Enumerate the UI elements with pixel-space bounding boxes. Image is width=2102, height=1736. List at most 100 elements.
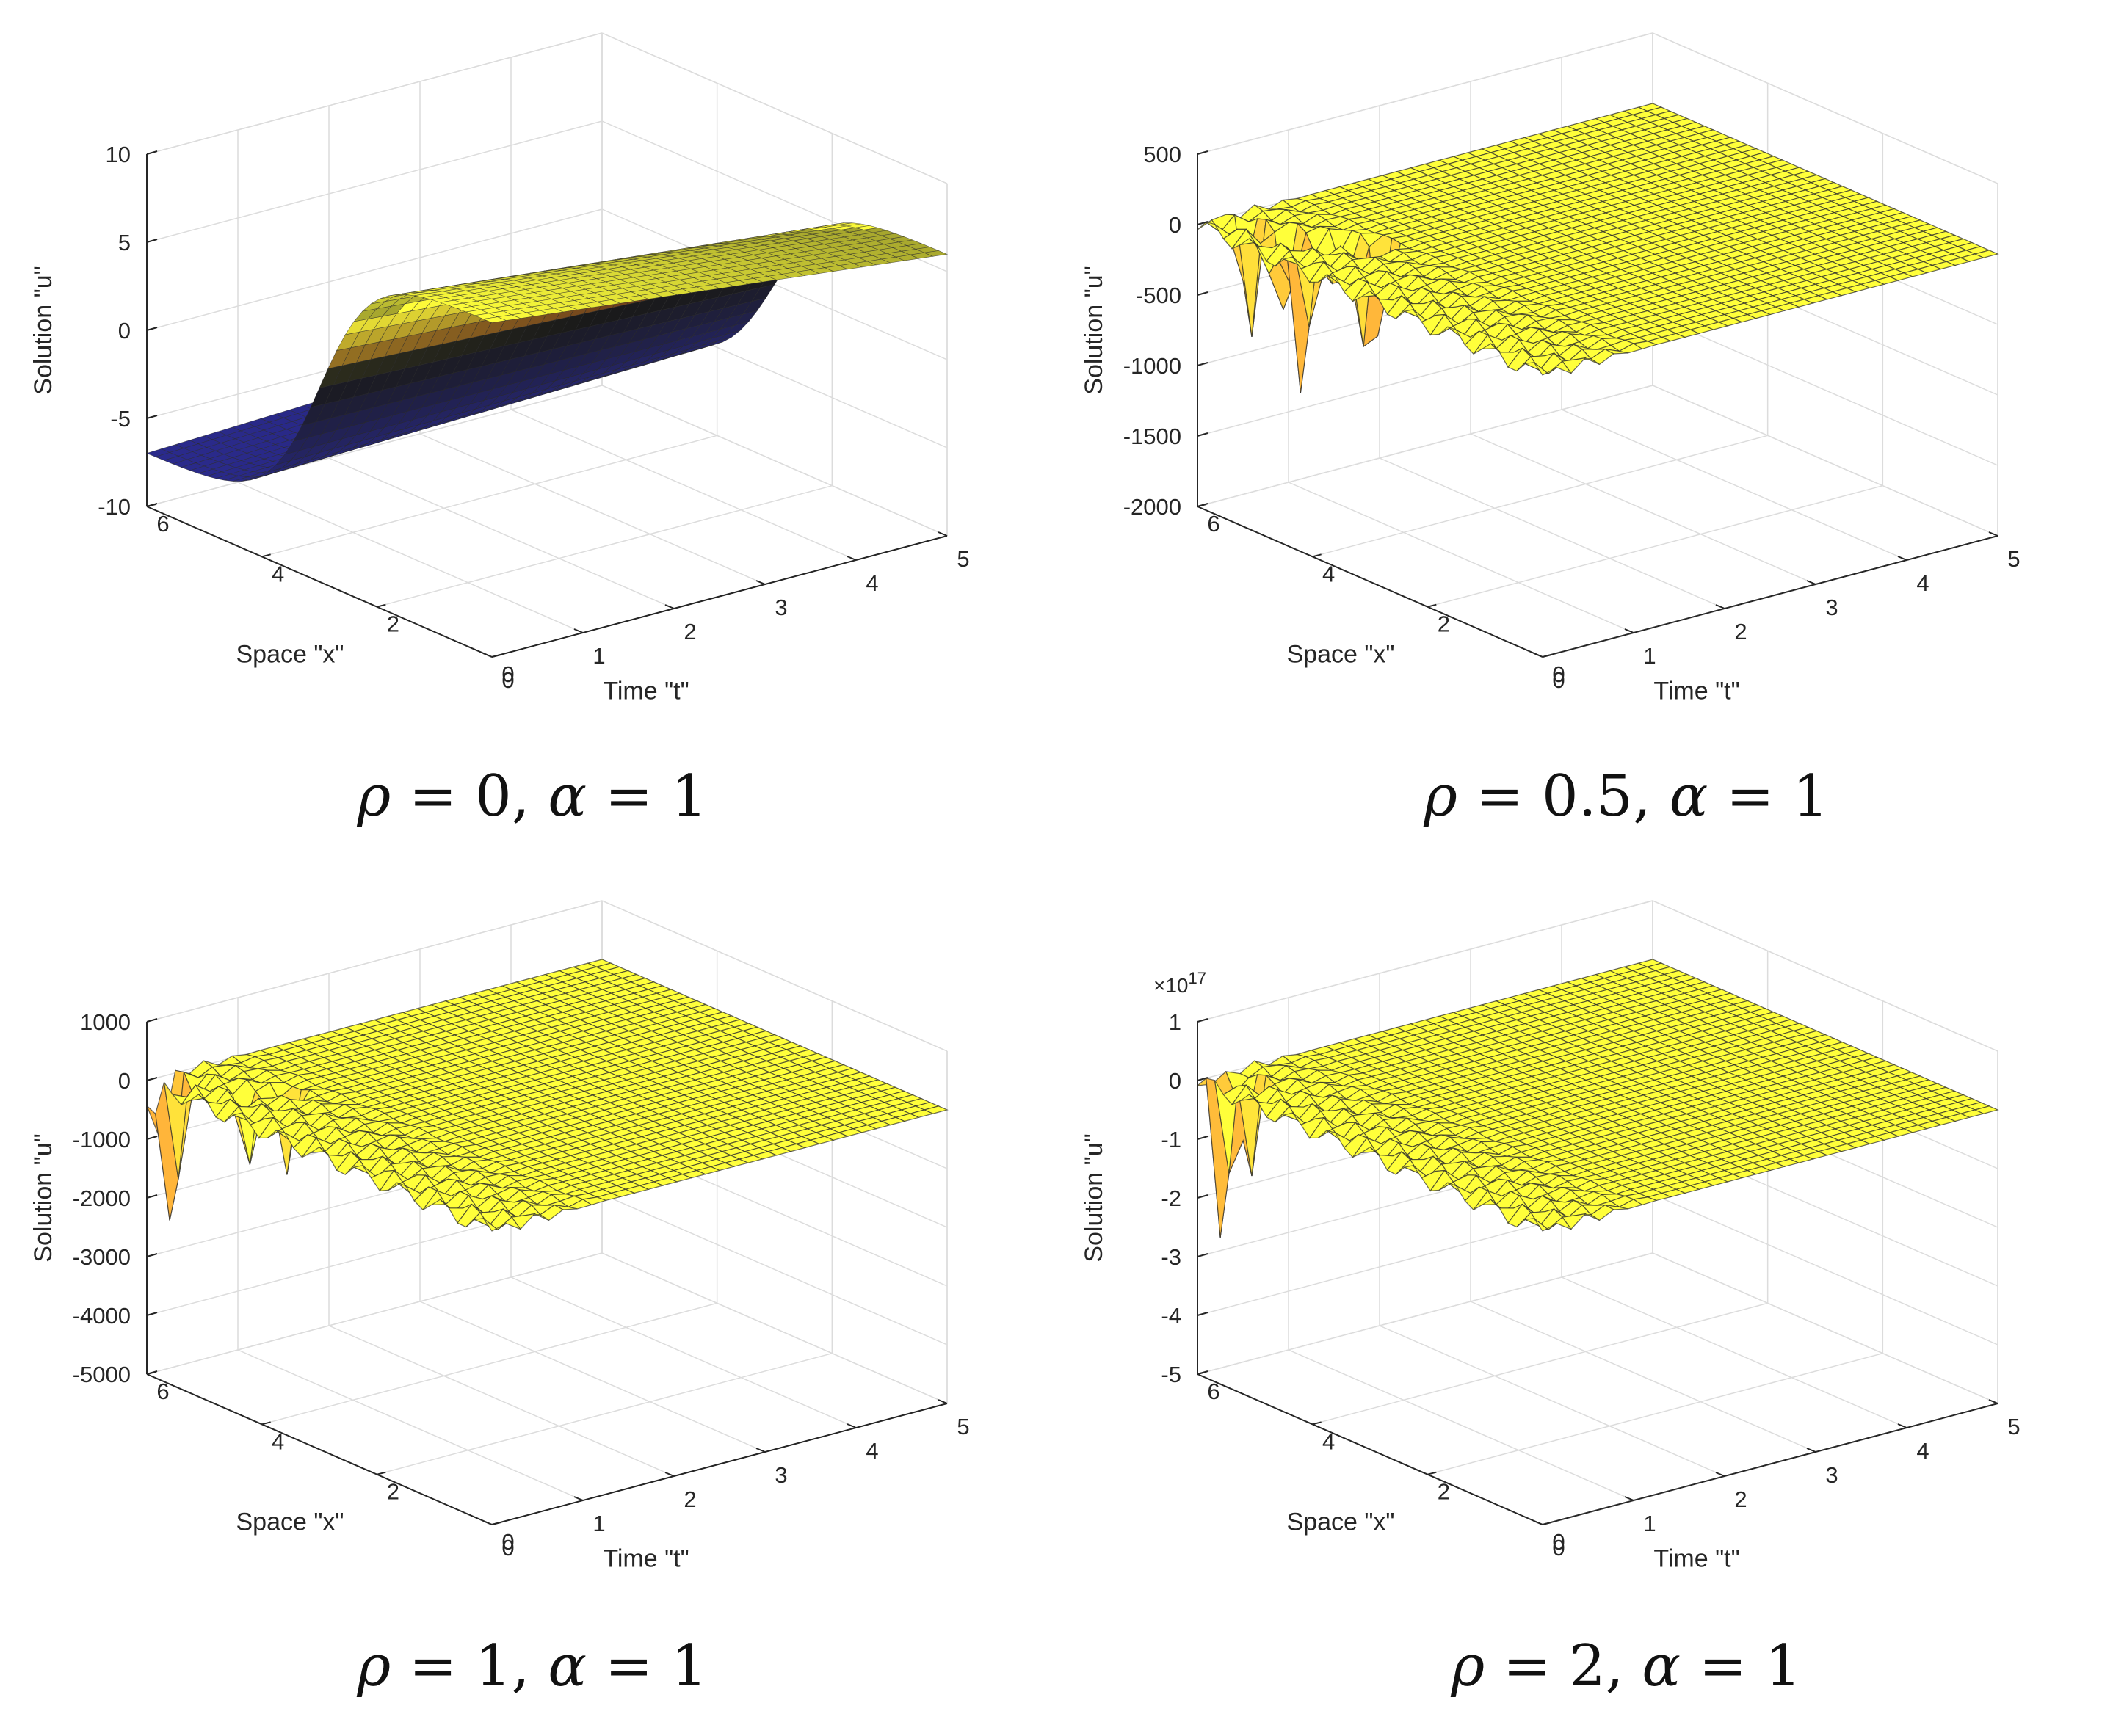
floor-gridline: [419, 1301, 766, 1453]
box-edge: [601, 32, 948, 184]
z-tick: [1197, 221, 1208, 225]
x-tick-label: 2: [387, 611, 399, 637]
z-tick: [146, 1370, 158, 1375]
z-tick: [146, 415, 158, 419]
x-axis-title: Space "x": [236, 641, 344, 669]
z-axis-title: Solution "u": [29, 1133, 57, 1262]
z-axis-title: Solution "u": [29, 266, 57, 394]
t-tick-label: 0: [1552, 667, 1565, 693]
floor-gridline: [1427, 1352, 1883, 1475]
z-tick-label: 0: [1169, 212, 1181, 238]
surface: [146, 959, 949, 1232]
floor-gridline: [1288, 482, 1634, 633]
wall-gridline: [1197, 1252, 1653, 1375]
t-tick-label: 5: [2007, 546, 2020, 572]
z-tick-label: -5000: [73, 1362, 131, 1387]
floor-gridline: [1561, 1276, 1907, 1428]
z-tick-label: -5: [110, 406, 131, 432]
box-edge: [1197, 900, 1653, 1023]
t-axis-title: Time "t": [603, 1545, 689, 1573]
z-tick-label: 0: [118, 318, 131, 344]
t-tick-label: 0: [501, 667, 514, 693]
floor-gridline: [1379, 457, 1725, 609]
t-axis-title: Time "t": [1653, 678, 1739, 705]
floor-gridline: [237, 1349, 584, 1501]
t-tick: [573, 1496, 584, 1501]
x-tick-label: 0: [501, 1529, 514, 1555]
floor-gridline: [328, 1325, 675, 1477]
wall-gridline: [1652, 385, 1998, 537]
surface: [146, 222, 949, 482]
x-tick: [377, 603, 386, 608]
x-tick-label: 2: [1438, 611, 1450, 637]
x-tick-label: 6: [1207, 511, 1219, 537]
x-tick-label: 4: [272, 1428, 284, 1454]
t-tick: [938, 1399, 948, 1404]
t-tick-label: 0: [501, 1535, 514, 1561]
t-tick-label: 2: [684, 1486, 696, 1512]
floor-gridline: [419, 433, 766, 585]
t-tick: [847, 556, 857, 561]
t-tick-label: 5: [957, 1414, 969, 1439]
z-tick: [146, 1194, 158, 1199]
t-tick: [482, 653, 493, 658]
wall-gridline: [601, 385, 948, 537]
floor-gridline: [1427, 484, 1883, 608]
t-tick: [573, 628, 584, 633]
floor-gridline: [1288, 1349, 1634, 1501]
floor-gridline: [1312, 1302, 1768, 1426]
box-edge: [146, 32, 603, 155]
floor-gridline: [377, 1352, 833, 1475]
x-tick-label: 6: [156, 511, 169, 537]
z-tick-label: -4000: [73, 1303, 131, 1329]
x-axis-title: Space "x": [236, 1508, 344, 1536]
z-tick: [146, 1253, 158, 1257]
t-tick: [664, 604, 675, 609]
x-tick-label: 4: [1322, 561, 1335, 586]
z-axis-title: Solution "u": [1080, 266, 1108, 394]
surface: [1196, 959, 1999, 1238]
wall-gridline: [601, 1252, 948, 1404]
t-tick-label: 4: [866, 1438, 878, 1464]
wall-gridline: [146, 120, 603, 243]
t-tick: [755, 1448, 766, 1453]
t-tick-label: 2: [1734, 619, 1747, 644]
t-tick: [1533, 653, 1543, 658]
x-tick-label: 0: [501, 661, 514, 687]
wall-gridline: [146, 385, 603, 507]
floor-gridline: [1470, 433, 1816, 585]
wall-gridline: [1197, 385, 1653, 507]
t-tick-label: 3: [775, 1462, 787, 1488]
t-tick-label: 4: [866, 570, 878, 596]
t-tick-label: 3: [775, 595, 787, 620]
x-tick: [261, 553, 271, 558]
box-edge: [1652, 32, 1998, 184]
t-tick-label: 4: [1916, 570, 1929, 596]
z-tick-label: 5: [118, 230, 131, 255]
floor-gridline: [510, 409, 857, 561]
floor-gridline: [1470, 1301, 1816, 1453]
z-tick: [146, 327, 158, 331]
z-tick-label: 1000: [80, 1009, 131, 1035]
floor-gridline: [261, 435, 717, 558]
t-axis-line: [491, 535, 948, 658]
wall-gridline: [1652, 1252, 1998, 1404]
box-edge: [601, 900, 948, 1052]
z-tick-label: 10: [106, 142, 131, 167]
t-tick: [1897, 556, 1907, 561]
z-tick: [1197, 150, 1208, 155]
box-edge: [1652, 900, 1998, 1052]
z-tick: [146, 150, 158, 155]
z-tick: [1197, 291, 1208, 296]
z-tick-label: -1000: [73, 1127, 131, 1152]
axes: 0246012345-5000-4000-3000-2000-100001000…: [29, 1009, 970, 1573]
x-tick: [261, 1421, 271, 1426]
x-tick-label: 0: [1552, 661, 1565, 687]
floor-gridline: [1561, 409, 1907, 561]
wall-gridline: [146, 1252, 603, 1375]
z-tick-label: 0: [118, 1068, 131, 1094]
